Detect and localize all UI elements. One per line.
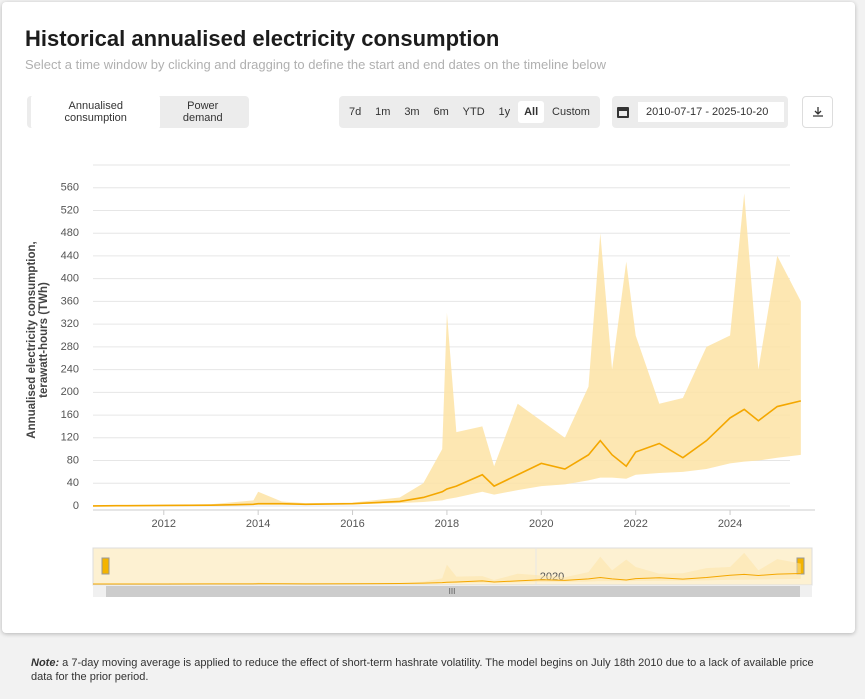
range-button[interactable]: 1y xyxy=(493,101,517,123)
y-tick-label: 240 xyxy=(61,364,79,376)
range-button[interactable]: 7d xyxy=(343,101,367,123)
chart: III 2020 0 40 80 120 160 200 240 280 320 360 400 44… xyxy=(26,164,815,597)
line xyxy=(92,400,802,507)
scrollbar-thumb[interactable] xyxy=(106,586,800,597)
y-tick-label: 320 xyxy=(61,318,79,330)
subtitle: Select a time window by clicking and dra… xyxy=(25,57,607,72)
date-picker[interactable]: 2010-07-17 - 2025-10-20 xyxy=(612,96,788,128)
download-button[interactable] xyxy=(802,96,833,128)
range-button[interactable]: All xyxy=(518,101,545,123)
note: Note: a 7-day moving average is applied … xyxy=(31,656,831,684)
y-tick-label: 40 xyxy=(67,477,79,489)
x-tick-label: 2016 xyxy=(340,518,364,530)
x-tick-label: 2022 xyxy=(623,518,647,530)
navigator-handle[interactable] xyxy=(101,557,110,575)
y-tick-label: 360 xyxy=(61,295,79,307)
navigator-line xyxy=(92,573,801,585)
y-tick-label: 0 xyxy=(73,500,79,512)
scrollbar-grip: III xyxy=(449,587,456,596)
band xyxy=(93,193,801,506)
view-toggle: Annualised consumption Power demand xyxy=(27,95,249,129)
range-button[interactable]: 1m xyxy=(369,101,396,123)
y-tick-label: 520 xyxy=(61,204,79,216)
card: Historical annualised electricity consum… xyxy=(2,2,855,633)
x-tick-label: 2018 xyxy=(435,518,459,530)
y-tick-label: 160 xyxy=(61,409,79,421)
view-button[interactable]: Power demand xyxy=(160,95,245,129)
note-text: a 7-day moving average is applied to red… xyxy=(31,657,814,683)
range-button[interactable]: 6m xyxy=(427,101,454,123)
range-button[interactable]: Custom xyxy=(546,101,596,123)
y-tick-label: 120 xyxy=(61,432,79,444)
range-button[interactable]: 3m xyxy=(398,101,425,123)
title: Historical annualised electricity consum… xyxy=(25,26,500,51)
calendar-icon xyxy=(617,107,629,118)
y-axis-title: terawatt-hours (TWh) xyxy=(38,282,50,398)
x-tick-label: 2024 xyxy=(718,518,742,530)
x-tick-label: 2012 xyxy=(152,518,176,530)
range-button[interactable]: YTD xyxy=(457,101,491,123)
y-tick-label: 440 xyxy=(61,250,79,262)
x-tick-label: 2020 xyxy=(529,518,553,530)
date-range[interactable]: 2010-07-17 - 2025-10-20 xyxy=(638,102,784,122)
y-tick-label: 400 xyxy=(61,273,79,285)
y-tick-label: 280 xyxy=(61,341,79,353)
x-tick-label: 2014 xyxy=(246,518,270,530)
note-label: Note: xyxy=(31,657,60,669)
y-axis-title: Annualised electricity consumption, xyxy=(26,241,38,438)
y-tick-label: 80 xyxy=(67,454,79,466)
download-icon xyxy=(812,107,823,117)
navigator-band xyxy=(93,552,801,584)
y-tick-label: 480 xyxy=(61,227,79,239)
view-button[interactable]: Annualised consumption xyxy=(31,95,161,129)
y-tick-label: 200 xyxy=(61,386,79,398)
range-buttons: 7d 1m 3m 6m YTD 1y All Custom xyxy=(339,96,600,128)
y-tick-label: 560 xyxy=(61,182,79,194)
